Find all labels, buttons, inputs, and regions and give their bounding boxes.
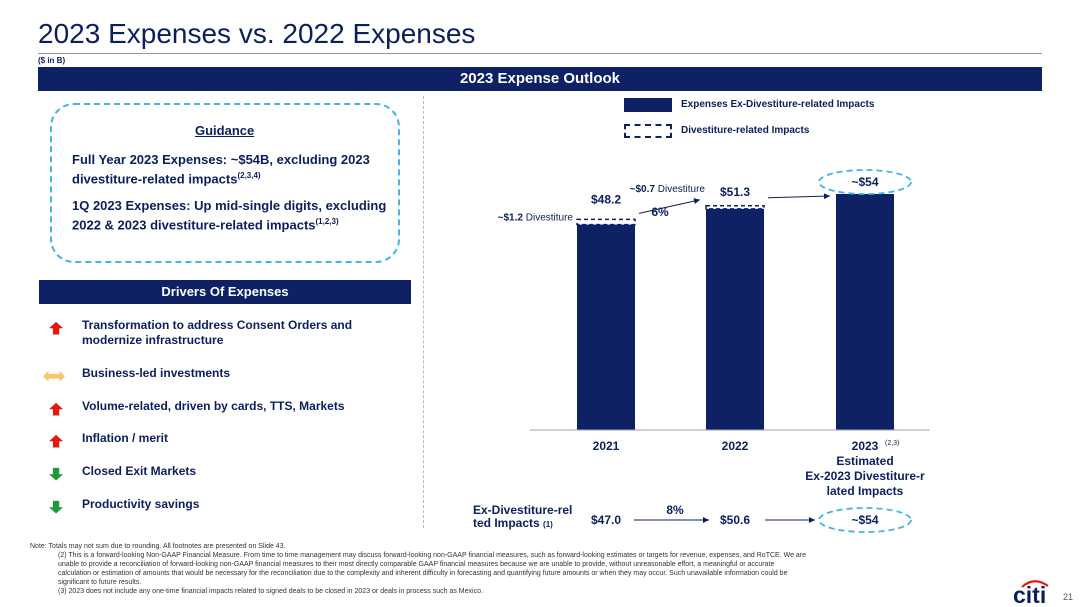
legend-solid-swatch <box>624 98 672 112</box>
bar-divestiture <box>576 218 636 226</box>
bar-ex-divestiture <box>706 208 764 430</box>
growth-arrow <box>767 193 831 200</box>
bar-ex-divestiture <box>836 194 894 430</box>
arrow-up-icon <box>49 434 64 448</box>
ex-divestiture-label: ted Impacts (1) <box>473 516 553 530</box>
guidance-item-1q: 1Q 2023 Expenses: Up mid-single digits, … <box>72 198 392 233</box>
category-caption-line: lated Impacts <box>827 484 904 498</box>
x-tick-label: 2021 <box>593 439 620 453</box>
citi-logo: citi <box>1013 582 1047 607</box>
driver-item-label: Closed Exit Markets <box>82 464 197 478</box>
page-number: 21 <box>1063 592 1074 602</box>
x-tick-label: 2023 <box>852 439 879 453</box>
bar-divestiture <box>705 205 765 210</box>
footnote-line: Note: Totals may not sum due to rounding… <box>30 543 286 550</box>
guidance-item-full-year-text: Full Year 2023 Expenses: ~$54B, excludin… <box>72 152 370 187</box>
title-divider <box>38 53 1042 54</box>
legend-dashed-swatch <box>624 124 672 138</box>
footnote-line: calculation or estimation of amounts tha… <box>58 570 788 577</box>
divestiture-label: ~$1.2 Divestiture <box>498 212 574 223</box>
data-label-total: $51.3 <box>720 185 750 199</box>
guidance-item-full-year-footnote: (2,3,4) <box>237 171 261 180</box>
guidance-box <box>50 103 400 263</box>
guidance-item-1q-footnote: (1,2,3) <box>315 217 339 226</box>
highlight-ellipse-ex <box>818 507 912 533</box>
legend-solid-label: Expenses Ex-Divestiture-related Impacts <box>681 99 875 110</box>
arrow-down-icon <box>49 500 64 514</box>
x-tick-label: 2022 <box>722 439 749 453</box>
arrow-up-icon <box>49 321 64 335</box>
divestiture-text: Divestiture <box>526 212 574 223</box>
ex-divestiture-label-part: ted Impacts <box>473 516 543 530</box>
highlight-ellipse-2023 <box>818 169 912 195</box>
growth-label: 6% <box>651 205 669 219</box>
divestiture-value: ~$1.2 <box>498 212 526 223</box>
footnote-line: unable to provide a reconciliation of fo… <box>58 561 775 568</box>
driver-item-label: Transformation to address Consent Orders… <box>82 318 353 347</box>
driver-item-label: Productivity savings <box>82 497 200 511</box>
ex-divestiture-value: $47.0 <box>591 513 621 527</box>
bar-ex-divestiture <box>577 224 635 430</box>
growth-label: 8% <box>666 503 684 517</box>
section-divider <box>423 96 424 528</box>
divestiture-label: ~$0.7 Divestiture <box>630 184 706 195</box>
ex-divestiture-value: ~$54 <box>851 513 878 527</box>
legend-dashed-label: Divestiture-related Impacts <box>681 125 810 136</box>
category-caption-line: Ex-2023 Divestiture-r <box>805 469 925 483</box>
category-caption-line: Estimated <box>836 454 893 468</box>
arrow-down-icon <box>49 467 64 481</box>
guidance-item-full-year: Full Year 2023 Expenses: ~$54B, excludin… <box>72 152 392 187</box>
ex-divestiture-value: $50.6 <box>720 513 750 527</box>
driver-item-label: Volume-related, driven by cards, TTS, Ma… <box>82 399 345 413</box>
guidance-heading: Guidance <box>195 123 255 138</box>
ex-divestiture-label: Ex-Divestiture-rel <box>473 503 572 517</box>
driver-item-label: Business-led investments <box>82 366 231 380</box>
citi-logo-arc <box>1021 580 1049 588</box>
drivers-heading: Drivers Of Expenses <box>39 280 411 304</box>
arrow-up-icon <box>49 402 64 416</box>
divestiture-text: Divestiture <box>658 184 706 195</box>
footnote-line: (3) 2023 does not include any one-time f… <box>58 588 483 595</box>
outlook-banner: 2023 Expense Outlook <box>38 67 1042 91</box>
category-footnote: (2,3) <box>885 440 899 447</box>
double-arrow-icon <box>43 370 65 382</box>
footnote-line: significant to future results. <box>58 579 142 586</box>
data-label-total: ~$54 <box>851 175 878 189</box>
page-title: 2023 Expenses vs. 2022 Expenses <box>38 18 476 49</box>
guidance-item-1q-text: 1Q 2023 Expenses: Up mid-single digits, … <box>72 198 387 233</box>
ex-divestiture-footnote: (1) <box>543 520 553 529</box>
footnote-line: (2) This is a forward-looking Non-GAAP F… <box>58 552 807 559</box>
data-label-total: $48.2 <box>591 192 621 206</box>
unit-note: ($ in B) <box>38 56 66 65</box>
growth-arrow <box>638 198 701 214</box>
driver-item-label: Inflation / merit <box>82 431 169 445</box>
footnotes: Note: Totals may not sum due to rounding… <box>30 542 1020 596</box>
divestiture-value: ~$0.7 <box>630 184 658 195</box>
